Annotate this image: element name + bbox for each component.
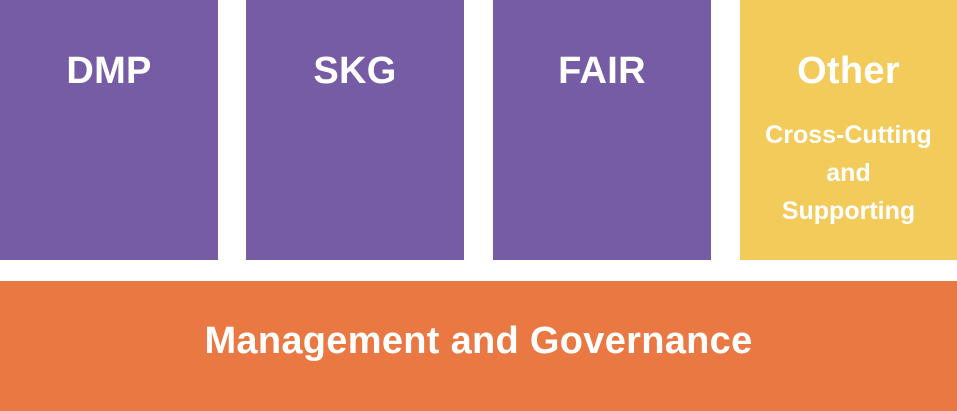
pillar-title-other: Other: [797, 50, 900, 92]
pillar-title-fair: FAIR: [558, 50, 646, 92]
subtitle-line-3: Supporting: [781, 197, 916, 225]
pillar-subtitle-other: Cross-Cutting and Supporting: [740, 116, 957, 230]
management-governance-title: Management and Governance: [204, 320, 753, 362]
pillar-title-dmp: DMP: [66, 50, 152, 92]
pillar-skg: SKG: [246, 0, 464, 260]
pillar-title-skg: SKG: [313, 50, 397, 92]
pillar-dmp: DMP: [0, 0, 218, 260]
subtitle-line-2: and: [826, 159, 871, 187]
management-governance-bar: [0, 281, 957, 411]
pillar-fair: FAIR: [493, 0, 711, 260]
subtitle-line-1: Cross-Cutting: [765, 121, 932, 149]
pillar-other: Other Cross-Cutting and Supporting: [740, 0, 957, 260]
